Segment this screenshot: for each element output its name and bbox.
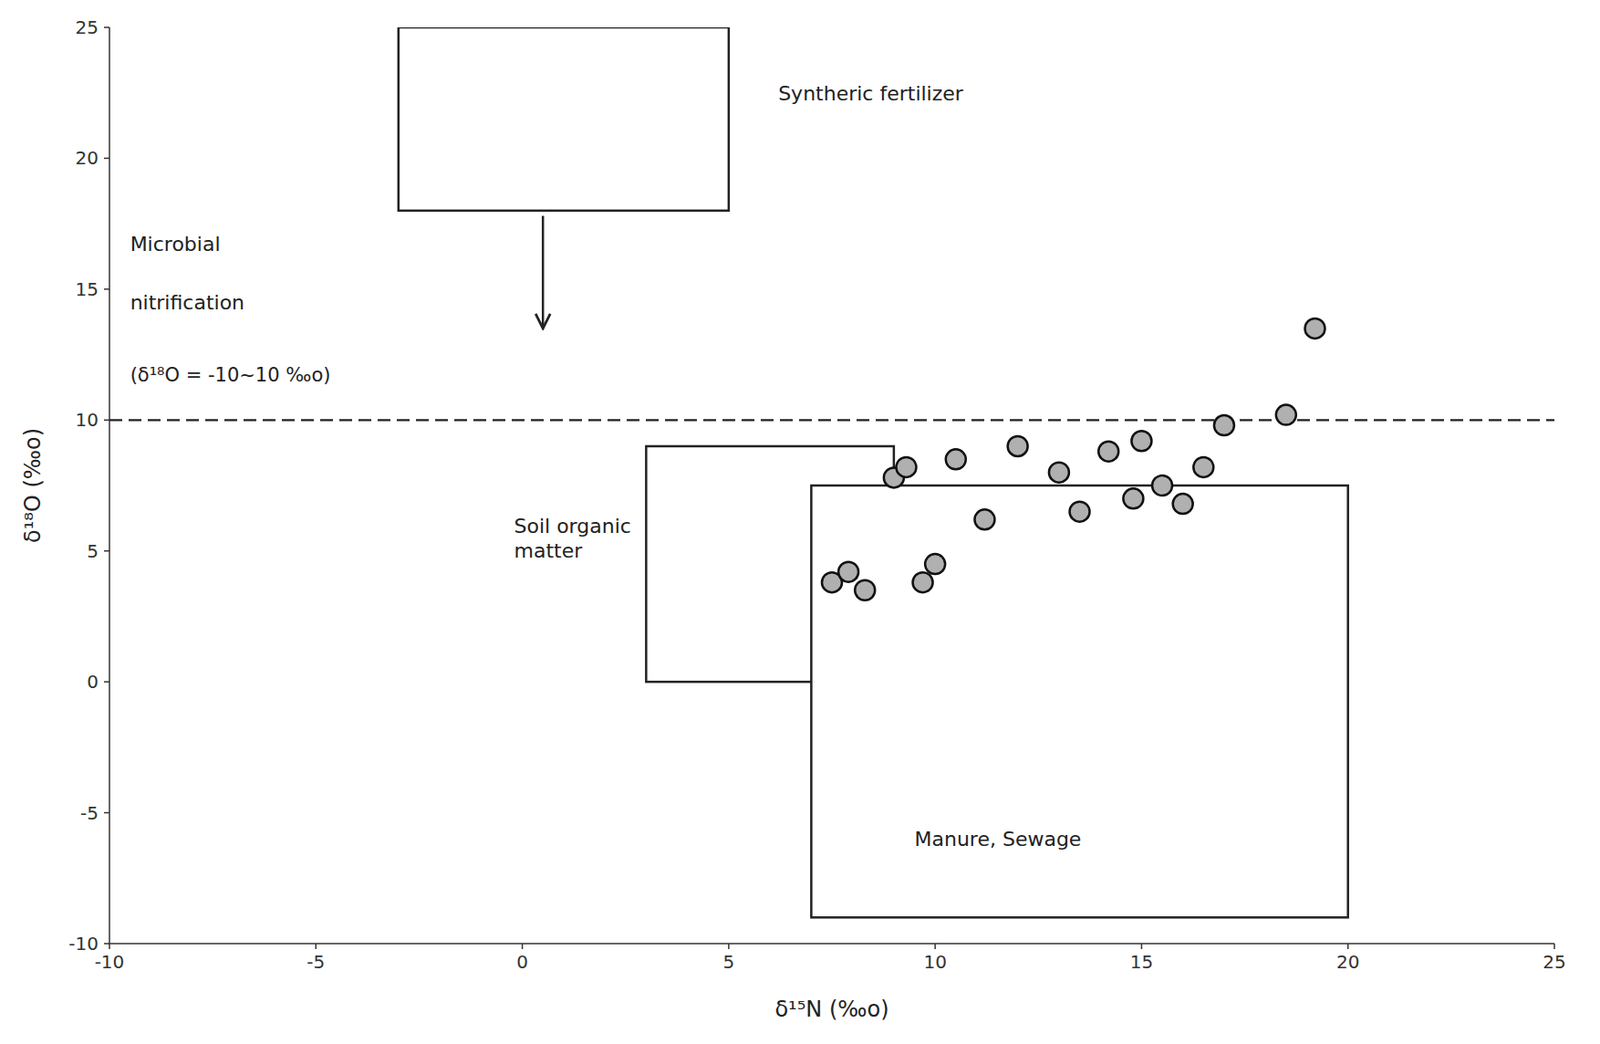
chart: Syntheric fertilizer Soil organicmatter Ma…	[0, 0, 1600, 1044]
region-label-line: matter	[514, 538, 584, 562]
annotation: (δ¹⁸O = -10~10 ‰o)	[130, 363, 332, 386]
scatter-point	[1131, 430, 1152, 451]
scatter-point	[1122, 488, 1143, 509]
y-tick-label: 0	[86, 670, 99, 693]
scatter-point	[1152, 475, 1173, 496]
x-tick	[315, 943, 318, 949]
y-tick	[103, 942, 110, 945]
scatter-point	[1098, 441, 1119, 462]
y-tick-label: 25	[75, 16, 99, 39]
x-tick-label: 25	[1542, 950, 1566, 973]
axes: -10 -5 0 5 10 15 20 25 -10 -5 0 5 10 15 20 25	[68, 16, 1566, 973]
x-tick	[1141, 943, 1143, 949]
x-tick-label: 5	[722, 950, 735, 973]
y-axis-label: δ¹⁸O (‰o)	[20, 427, 46, 543]
y-tick	[103, 680, 110, 683]
x-tick-label: -5	[306, 950, 325, 973]
x-axis-line	[109, 942, 1555, 945]
region-label: Syntheric fertilizer	[778, 81, 965, 104]
scatter-point	[854, 580, 875, 601]
region	[398, 27, 729, 211]
x-tick-label: 0	[516, 950, 529, 973]
y-tick	[103, 811, 110, 814]
y-tick	[103, 288, 110, 291]
plot-area	[109, 27, 1555, 917]
scatter-point	[1173, 493, 1194, 514]
region-label-line: Soil organic	[514, 514, 632, 538]
x-tick	[1553, 943, 1556, 949]
x-tick-label: -10	[94, 950, 125, 973]
y-tick-label: 10	[75, 408, 99, 431]
x-tick-label: 15	[1130, 950, 1154, 973]
scatter-point	[1193, 457, 1214, 478]
scatter-point	[945, 448, 967, 469]
scatter-point	[1007, 436, 1029, 457]
y-axis-line	[108, 27, 111, 944]
x-tick	[727, 943, 730, 949]
region-label: Soil organicmatter	[514, 514, 632, 562]
scatter-point	[1276, 405, 1297, 426]
x-tick	[1347, 943, 1350, 949]
scatter-point	[1214, 415, 1235, 436]
y-tick	[103, 26, 110, 29]
y-tick-label: 5	[86, 540, 99, 562]
x-tick	[521, 943, 524, 949]
scatter-point	[1305, 318, 1326, 339]
arrow	[541, 216, 545, 329]
region	[810, 485, 1348, 917]
scatter-point	[1070, 501, 1091, 522]
y-tick	[103, 419, 110, 422]
y-tick-label: -10	[68, 932, 99, 955]
region-label-line: Manure, Sewage	[914, 827, 1082, 851]
x-axis-label: δ¹⁵N (‰o)	[774, 996, 889, 1022]
annotation: Microbial	[130, 232, 221, 256]
x-tick	[934, 943, 936, 949]
y-tick	[103, 550, 110, 552]
scatter-point	[1049, 462, 1070, 483]
scatter-point	[838, 561, 859, 582]
y-tick-label: 20	[75, 146, 99, 169]
scatter-point	[924, 553, 946, 574]
annotation: nitrification	[130, 290, 245, 314]
scatter-point	[895, 457, 916, 478]
region-label: Manure, Sewage	[914, 827, 1082, 851]
y-tick-label: -5	[80, 801, 99, 824]
y-tick	[103, 157, 110, 160]
x-tick-label: 10	[923, 950, 946, 973]
y-tick-label: 15	[75, 278, 99, 301]
reference-line	[109, 418, 1555, 421]
region-label-line: Syntheric fertilizer	[778, 81, 965, 104]
scatter-point	[913, 571, 934, 593]
scatter-point	[974, 509, 995, 530]
x-tick-label: 20	[1336, 950, 1360, 973]
x-tick	[108, 943, 111, 949]
